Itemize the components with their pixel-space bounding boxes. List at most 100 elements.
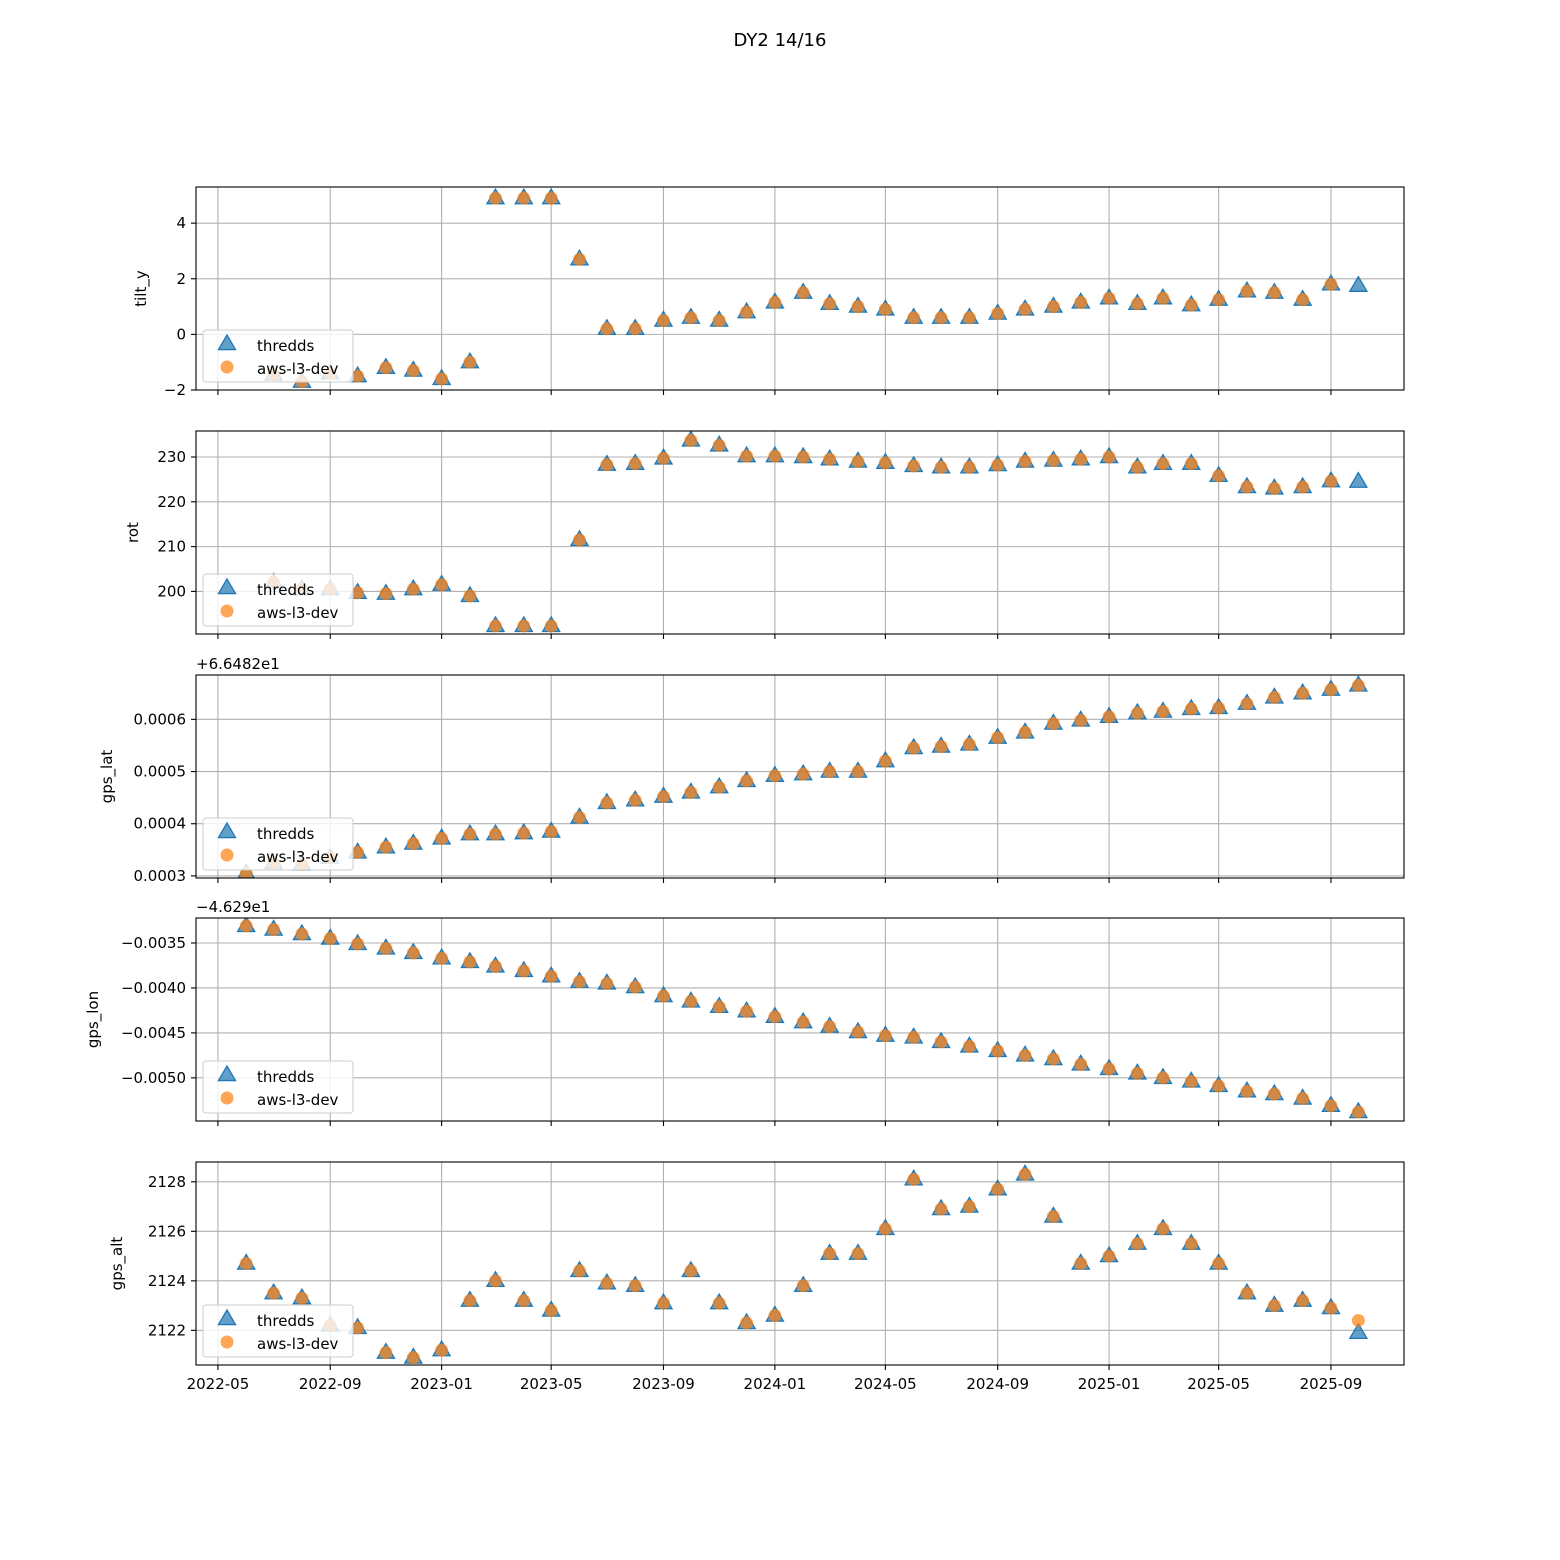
- aws-l3-dev-point: [544, 619, 558, 633]
- aws-l3-dev-point: [823, 1247, 837, 1261]
- x-tick-label: 2023-09: [632, 1375, 695, 1393]
- aws-l3-dev-point: [796, 286, 810, 300]
- aws-l3-dev-point: [517, 191, 531, 205]
- aws-l3-dev-point: [379, 361, 393, 375]
- aws-l3-dev-point: [991, 1182, 1005, 1196]
- aws-l3-dev-point: [1018, 1048, 1032, 1062]
- subplot-gps_alt: 2122 2124 2126 2128 2022-05 2022-09 2023-01 202…: [108, 1161, 1405, 1393]
- aws-l3-dev-point: [1324, 683, 1338, 697]
- aws-l3-dev-point: [684, 311, 698, 325]
- legend-label: thredds: [257, 337, 314, 355]
- legend: thredds aws-l3-dev: [202, 573, 354, 627]
- aws-l3-dev-point: [768, 769, 782, 783]
- aws-l3-dev-point: [267, 923, 281, 937]
- aws-l3-dev-point: [907, 311, 921, 325]
- aws-l3-dev-point: [1212, 701, 1226, 715]
- aws-l3-dev-point: [600, 458, 614, 472]
- aws-l3-dev-point: [656, 790, 670, 804]
- legend-thredds-marker: [217, 1064, 237, 1082]
- legend-aws-l3-dev-marker: [220, 1091, 234, 1105]
- aws-l3-dev-point: [1240, 480, 1254, 494]
- aws-l3-dev-point: [406, 837, 420, 851]
- aws-l3-dev-point: [1074, 452, 1088, 466]
- aws-l3-dev-point: [1018, 454, 1032, 468]
- aws-l3-dev-point: [823, 297, 837, 311]
- legend-label: thredds: [257, 1068, 314, 1086]
- legend-label: aws-l3-dev: [257, 1091, 339, 1109]
- aws-l3-dev-point: [488, 959, 502, 973]
- legend-label: aws-l3-dev: [257, 1335, 339, 1353]
- aws-l3-dev-point: [991, 307, 1005, 321]
- y-axis-label: gps_alt: [108, 1237, 127, 1291]
- aws-l3-dev-point: [1267, 286, 1281, 300]
- aws-l3-dev-point: [1184, 457, 1198, 471]
- legend-aws-l3-dev-marker: [220, 360, 234, 374]
- aws-l3-dev-point: [517, 1294, 531, 1308]
- aws-l3-dev-point: [463, 355, 477, 369]
- aws-l3-dev-point: [684, 1264, 698, 1278]
- aws-l3-dev-point: [878, 1222, 892, 1236]
- aws-l3-dev-point: [1156, 291, 1170, 305]
- aws-l3-dev-point: [1156, 1071, 1170, 1085]
- y-tick-label: 230: [157, 448, 186, 466]
- legend-label: thredds: [257, 825, 314, 843]
- aws-l3-dev-point: [1296, 686, 1310, 700]
- aws-l3-dev-point: [1212, 1257, 1226, 1270]
- y-tick-label: 0.0006: [134, 710, 187, 728]
- aws-l3-dev-point: [517, 619, 531, 633]
- aws-l3-dev-point: [600, 796, 614, 810]
- aws-l3-dev-point: [1296, 1092, 1310, 1106]
- aws-l3-dev-point: [1212, 469, 1226, 483]
- aws-l3-dev-point: [1184, 702, 1198, 716]
- aws-l3-dev-point: [406, 946, 420, 960]
- aws-l3-dev-point: [435, 578, 449, 592]
- aws-l3-dev-point: [878, 754, 892, 768]
- aws-l3-dev-point: [907, 459, 921, 473]
- axes-frame: [195, 430, 1405, 635]
- aws-l3-dev-point: [628, 1279, 642, 1293]
- aws-l3-dev-point: [962, 1039, 976, 1053]
- aws-l3-dev-point: [1324, 1301, 1338, 1315]
- axes-frame: [195, 1161, 1405, 1366]
- aws-l3-dev-point: [600, 322, 614, 336]
- aws-l3-dev-point: [1324, 1099, 1338, 1113]
- x-tick-label: 2025-09: [1300, 1375, 1363, 1393]
- aws-l3-dev-point: [712, 1296, 726, 1310]
- aws-l3-dev-point: [628, 793, 642, 807]
- y-tick-label: 0.0003: [134, 867, 187, 885]
- legend-label: aws-l3-dev: [257, 360, 339, 378]
- aws-l3-dev-point: [934, 1202, 948, 1216]
- aws-l3-dev-point: [351, 369, 365, 383]
- figure-title: DY2 14/16: [734, 30, 827, 51]
- aws-l3-dev-point: [1351, 1313, 1365, 1327]
- x-tick-label: 2025-01: [1078, 1375, 1141, 1393]
- legend-aws-l3-dev-marker: [220, 848, 234, 862]
- aws-l3-dev-point: [823, 765, 837, 779]
- aws-l3-dev-point: [351, 586, 365, 600]
- thredds-point: [1348, 471, 1369, 488]
- x-tick-label: 2024-01: [744, 1375, 807, 1393]
- aws-l3-dev-point: [1267, 481, 1281, 495]
- aws-l3-dev-point: [1130, 1066, 1144, 1080]
- aws-l3-dev-point: [1074, 295, 1088, 309]
- y-axis-label: rot: [124, 522, 142, 543]
- legend-thredds-marker: [217, 577, 237, 595]
- aws-l3-dev-point: [1324, 474, 1338, 488]
- legend-thredds-marker: [217, 333, 237, 351]
- legend-aws-l3-dev-marker: [220, 1335, 234, 1349]
- aws-l3-dev-point: [851, 1247, 865, 1261]
- aws-l3-dev-point: [1184, 1237, 1198, 1251]
- aws-l3-dev-point: [351, 937, 365, 951]
- aws-l3-dev-point: [1046, 454, 1060, 468]
- aws-l3-dev-point: [406, 1351, 420, 1365]
- x-tick-label: 2022-09: [299, 1375, 362, 1393]
- aws-l3-dev-point: [1212, 293, 1226, 307]
- legend: thredds aws-l3-dev: [202, 329, 354, 383]
- data-markers: [236, 918, 1369, 1119]
- legend: thredds aws-l3-dev: [202, 1304, 354, 1358]
- aws-l3-dev-point: [379, 1346, 393, 1360]
- aws-l3-dev-point: [435, 831, 449, 845]
- x-tick-label: 2025-05: [1187, 1375, 1250, 1393]
- y-tick-label: 220: [157, 493, 186, 511]
